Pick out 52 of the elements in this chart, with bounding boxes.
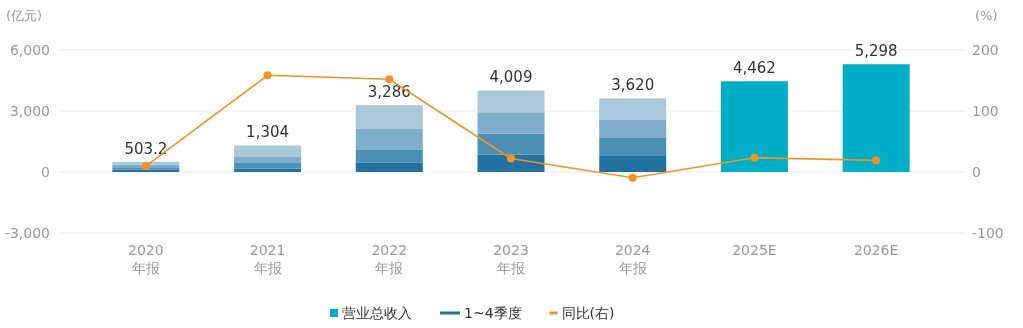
- x-tick-label: 2023 年报: [493, 242, 529, 276]
- bar: [599, 156, 667, 172]
- legend-label: 营业总收入: [342, 305, 412, 321]
- bar: [720, 81, 788, 172]
- point: [628, 173, 637, 182]
- total-label: 3,620: [611, 76, 655, 95]
- x-tick-label: 2020 年报: [128, 242, 164, 276]
- bar: [599, 138, 667, 156]
- legend-label: 1~4季度: [464, 305, 522, 321]
- y2-tick-label: 0: [972, 164, 981, 180]
- total-label: 1,304: [246, 123, 290, 142]
- y2-tick-label: -100: [972, 225, 1004, 241]
- x-tick-label: 2022 年报: [371, 242, 408, 276]
- bar: [599, 98, 667, 120]
- total-label: 3,286: [367, 83, 411, 102]
- total-label: 503.2: [124, 139, 168, 158]
- x-tick-label: 2026E: [853, 242, 899, 258]
- point: [872, 156, 881, 165]
- bar: [234, 145, 302, 157]
- point: [507, 154, 515, 163]
- x-tick-label: 2021 年报: [249, 242, 286, 276]
- y2-tick-label: 100: [972, 103, 999, 119]
- bar: [355, 129, 423, 150]
- bar: [477, 133, 545, 155]
- legend-label: 同比(右): [561, 305, 615, 321]
- point: [750, 153, 759, 162]
- y2-tick-label: 200: [972, 42, 999, 58]
- bar: [355, 105, 423, 129]
- x-tick-label: 2024 年报: [614, 242, 651, 276]
- x-tick-label: 2025E: [732, 242, 777, 258]
- bar: [355, 149, 423, 163]
- y-tick-label: -3,000: [4, 225, 50, 241]
- point: [263, 71, 272, 80]
- bar: [477, 154, 545, 172]
- bar: [234, 156, 302, 163]
- bar: [234, 168, 302, 172]
- total-label: 4,009: [489, 68, 533, 87]
- point: [385, 75, 394, 84]
- bar: [477, 112, 545, 134]
- bar: [477, 90, 545, 113]
- y2-axis-title: (%): [975, 8, 998, 23]
- bar: [599, 119, 667, 138]
- y-tick-label: 0: [41, 164, 50, 180]
- total-label: 4,462: [732, 59, 776, 78]
- point: [141, 162, 150, 171]
- bar: [842, 64, 910, 172]
- y-tick-label: 6,000: [9, 42, 50, 58]
- bar: [234, 162, 302, 169]
- y-tick-label: 3,000: [9, 103, 50, 119]
- y-axis-title: (亿元): [6, 8, 43, 23]
- bar: [355, 162, 423, 172]
- total-label: 5,298: [854, 42, 898, 61]
